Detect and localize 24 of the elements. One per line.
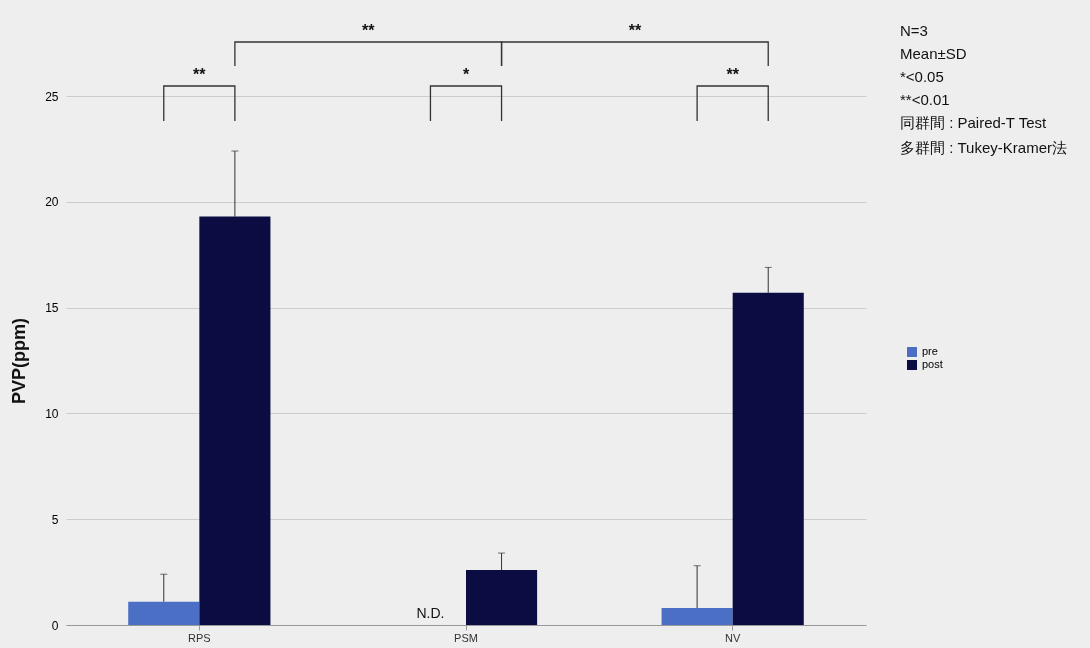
- x-tick-label: RPS: [188, 631, 211, 644]
- text: 同群間 : Paired-T Test: [900, 114, 1048, 133]
- text: **: [362, 22, 376, 39]
- text: N=3: [900, 22, 929, 39]
- text: **: [628, 22, 642, 39]
- legend-label: pre: [922, 345, 938, 357]
- text: N.D.: [416, 605, 445, 621]
- text: **<0.01: [900, 91, 951, 108]
- legend-label: post: [922, 358, 943, 370]
- text: 多群間 : Tukey-Kramer法: [900, 139, 1067, 158]
- text: Mean±SD: [900, 45, 968, 62]
- y-tick-label: 15: [45, 301, 59, 316]
- y-tick-label: 10: [45, 406, 59, 421]
- x-tick-label: PSM: [454, 631, 478, 644]
- y-tick-label: 0: [51, 618, 59, 633]
- text: **: [726, 66, 740, 83]
- y-tick-label: 25: [45, 89, 59, 104]
- y-tick-label: 20: [45, 195, 59, 210]
- text: *: [462, 66, 470, 83]
- text: **: [193, 66, 207, 83]
- y-axis-title: PVP(ppm): [9, 317, 30, 405]
- x-tick-label: NV: [725, 631, 741, 644]
- text: *<0.05: [900, 68, 945, 85]
- y-tick-label: 5: [51, 512, 59, 527]
